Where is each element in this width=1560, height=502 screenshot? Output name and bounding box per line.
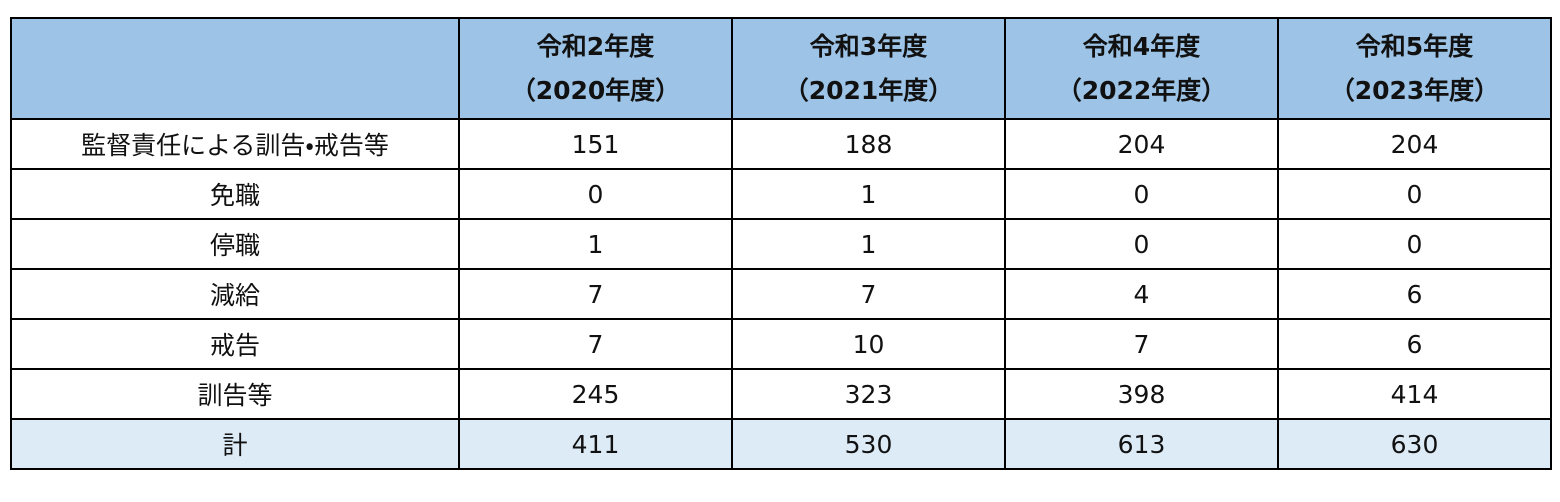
cell-value: 1 bbox=[731, 218, 1006, 270]
cell-value: 0 bbox=[458, 168, 733, 220]
row-label: 訓告等 bbox=[10, 368, 460, 420]
header-line: （2023年度） bbox=[1329, 75, 1500, 105]
cell-value: 10 bbox=[731, 318, 1006, 370]
cell-value: 323 bbox=[731, 368, 1006, 420]
header-line: 令和3年度 bbox=[809, 31, 928, 61]
cell-value: 7 bbox=[458, 268, 733, 320]
cell-value: 7 bbox=[731, 268, 1006, 320]
row-label: 計 bbox=[10, 418, 460, 470]
cell-value: 1 bbox=[458, 218, 733, 270]
column-header: 令和2年度 （2020年度） bbox=[458, 17, 733, 120]
cell-value: 188 bbox=[731, 118, 1006, 170]
cell-value: 204 bbox=[1277, 118, 1552, 170]
column-header: 令和3年度 （2021年度） bbox=[731, 17, 1006, 120]
header-line: （2021年度） bbox=[783, 75, 954, 105]
table-body: 監督責任による訓告・戒告等 151 188 204 204 免職 0 1 0 0 停職 1 1 0 0 減給 7… bbox=[10, 118, 1552, 470]
cell-value: 0 bbox=[1277, 168, 1552, 220]
cell-value: 398 bbox=[1004, 368, 1279, 420]
cell-value: 0 bbox=[1277, 218, 1552, 270]
table-row: 訓告等 245 323 398 414 bbox=[10, 368, 1552, 420]
corner-cell bbox=[10, 17, 460, 120]
cell-value: 630 bbox=[1277, 418, 1552, 470]
header-row: 令和2年度 （2020年度） 令和3年度 （2021年度） 令和4年度 （2022年度）令… bbox=[10, 17, 1552, 120]
cell-value: 6 bbox=[1277, 268, 1552, 320]
cell-value: 0 bbox=[1004, 168, 1279, 220]
row-label: 減給 bbox=[10, 268, 460, 320]
header-line: （2020年度） bbox=[510, 75, 681, 105]
cell-value: 414 bbox=[1277, 368, 1552, 420]
column-header: 令和5年度 （2023年度） bbox=[1277, 17, 1552, 120]
cell-value: 4 bbox=[1004, 268, 1279, 320]
cell-value: 613 bbox=[1004, 418, 1279, 470]
header-line: （2022年度） bbox=[1056, 75, 1227, 105]
cell-value: 1 bbox=[731, 168, 1006, 220]
header-line: 令和5年度 bbox=[1355, 31, 1474, 61]
table-row: 減給 7 7 4 6 bbox=[10, 268, 1552, 320]
column-header: 令和4年度 （2022年度） bbox=[1004, 17, 1279, 120]
cell-value: 7 bbox=[1004, 318, 1279, 370]
table-row: 免職 0 1 0 0 bbox=[10, 168, 1552, 220]
cell-value: 530 bbox=[731, 418, 1006, 470]
row-label: 監督責任による訓告・戒告等 bbox=[10, 118, 460, 170]
table-row: 計 411 530 613 630 bbox=[10, 418, 1552, 470]
row-label: 戒告 bbox=[10, 318, 460, 370]
header-line: 令和4年度 bbox=[1082, 31, 1201, 61]
cell-value: 7 bbox=[458, 318, 733, 370]
row-label: 免職 bbox=[10, 168, 460, 220]
table-row: 監督責任による訓告・戒告等 151 188 204 204 bbox=[10, 118, 1552, 170]
cell-value: 6 bbox=[1277, 318, 1552, 370]
row-label: 停職 bbox=[10, 218, 460, 270]
discipline-table: 令和2年度 （2020年度） 令和3年度 （2021年度） 令和4年度 （2022年度）令… bbox=[10, 17, 1552, 470]
cell-value: 151 bbox=[458, 118, 733, 170]
table-row: 戒告 7 10 7 6 bbox=[10, 318, 1552, 370]
table-row: 停職 1 1 0 0 bbox=[10, 218, 1552, 270]
cell-value: 0 bbox=[1004, 218, 1279, 270]
cell-value: 411 bbox=[458, 418, 733, 470]
cell-value: 204 bbox=[1004, 118, 1279, 170]
header-line: 令和2年度 bbox=[536, 31, 655, 61]
cell-value: 245 bbox=[458, 368, 733, 420]
